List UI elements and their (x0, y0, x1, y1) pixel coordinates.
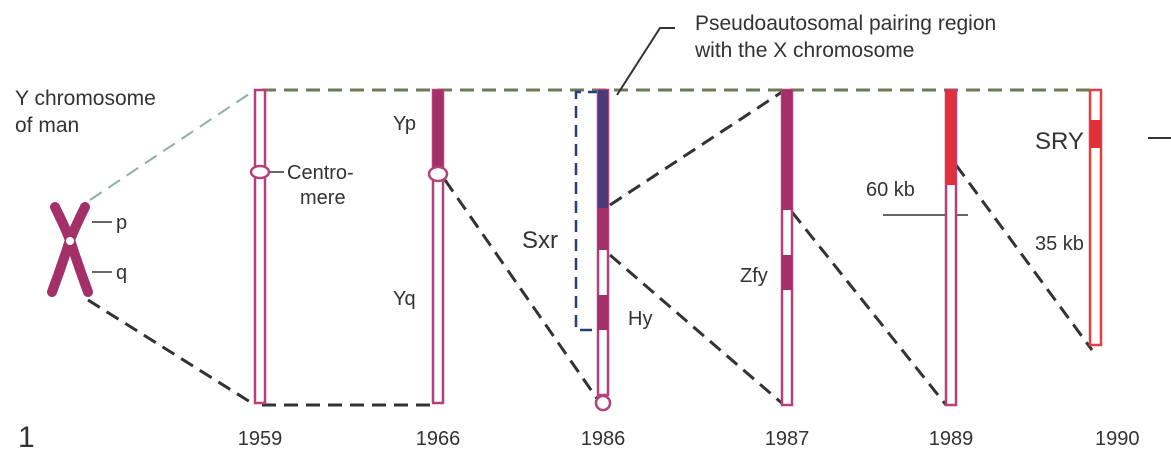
annotation: with the X chromosome (694, 39, 914, 62)
year: 1986 (581, 428, 626, 450)
label: Zfy (740, 265, 768, 287)
label: SRY (1035, 128, 1084, 155)
source-label: Y chromosome (15, 87, 156, 110)
label: mere (300, 187, 346, 209)
label: Sxr (522, 227, 558, 254)
annotation: Pseudoautosomal pairing region (695, 12, 996, 35)
y-chromosome-icon (52, 207, 112, 292)
chromosomes (251, 90, 1101, 410)
arm-label: p (116, 212, 127, 234)
year: 1989 (929, 428, 974, 450)
label: Yq (393, 288, 416, 310)
connectors (88, 28, 1171, 405)
year: 1990 (1095, 428, 1140, 450)
diagram: 1 Pseudoautosomal pairing region with th… (0, 0, 1171, 452)
figure-number: 1 (18, 421, 35, 452)
label: 60 kb (866, 179, 915, 201)
label: Centro- (287, 162, 354, 184)
year: 1966 (416, 428, 461, 450)
label: Yp (393, 113, 416, 135)
label: Hy (628, 308, 652, 330)
source-label: of man (15, 114, 79, 137)
year: 1987 (765, 428, 810, 450)
year: 1959 (238, 428, 283, 450)
label: 35 kb (1035, 233, 1084, 255)
arm-label: q (116, 262, 127, 284)
